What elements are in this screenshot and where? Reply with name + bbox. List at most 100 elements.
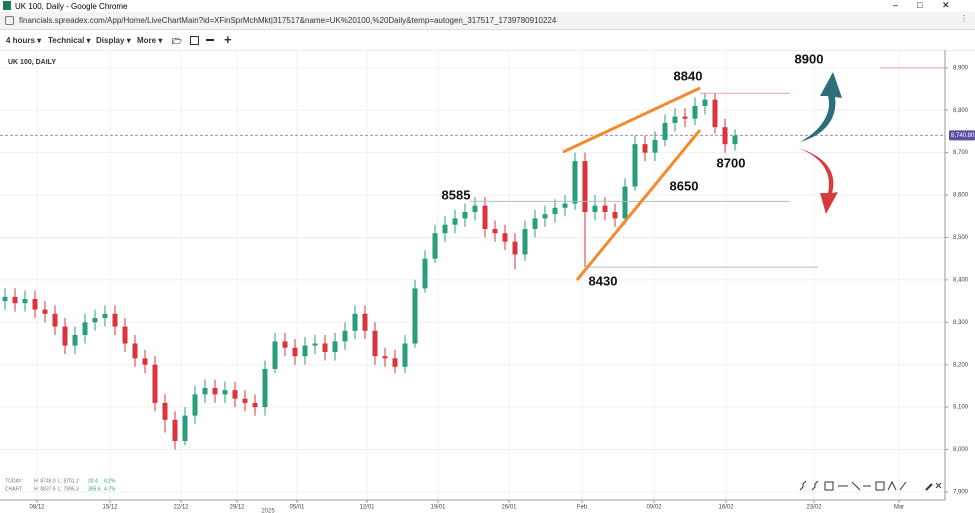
candle-body <box>462 212 468 219</box>
candle-body <box>452 218 458 225</box>
candle-body <box>372 330 378 357</box>
info-today: H: 8746.0 <box>34 478 56 484</box>
candle-body <box>272 341 278 369</box>
y-tick-label: 8,800 <box>953 108 969 114</box>
candle-body <box>682 116 688 119</box>
candle-body <box>532 218 538 229</box>
address-bar: financials.spreadex.com/App/Home/LiveCha… <box>0 12 975 30</box>
chart: UK 100, DAILY 2025 TODAY: H: 8746.0 L: 8… <box>0 50 975 513</box>
level-label: 8585 <box>442 187 471 202</box>
current-price-tag <box>949 130 975 141</box>
info-chart: 4.7% <box>104 486 116 492</box>
y-tick-label: 8,100 <box>953 405 969 411</box>
tool[interactable] <box>824 481 834 491</box>
candle-body <box>52 313 58 327</box>
candle-body <box>132 343 138 359</box>
current-price-label: 8,740.80 <box>951 133 975 139</box>
tool[interactable] <box>925 483 933 491</box>
tool[interactable] <box>935 482 942 489</box>
y-tick-label: 8,200 <box>953 362 969 368</box>
menu-label: 4 hours <box>6 36 35 45</box>
close[interactable]: ✕ <box>942 0 950 10</box>
up-arrow <box>800 72 842 142</box>
candle-body <box>512 241 518 255</box>
candle-body <box>642 144 648 153</box>
candle-body <box>242 398 248 403</box>
menu-label: More <box>137 36 157 45</box>
candle-body <box>722 127 728 145</box>
info-today: 20.4 <box>88 478 98 484</box>
tool[interactable] <box>799 480 807 491</box>
minimize[interactable]: – <box>893 0 899 10</box>
site-info[interactable] <box>5 16 14 25</box>
candle-body <box>302 345 308 357</box>
candle-body <box>142 358 148 365</box>
candle-body <box>182 415 188 442</box>
maximize[interactable]: □ <box>917 0 923 10</box>
tool[interactable] <box>899 481 907 491</box>
tool[interactable] <box>811 480 819 491</box>
candle-body <box>562 203 568 208</box>
candle-body <box>192 394 198 416</box>
x-tick-label: 09/02 <box>646 505 662 511</box>
candle-body <box>432 233 438 259</box>
x-tick-label: 16/02 <box>718 505 734 511</box>
candle-body <box>122 326 128 344</box>
info-chart: L: 7995.3 <box>58 486 79 492</box>
candle-body <box>22 298 28 304</box>
candle-body <box>12 296 18 304</box>
zoom-in[interactable]: + <box>224 32 232 47</box>
candle-body <box>312 343 318 346</box>
more-menu[interactable]: More ▾ <box>137 36 163 45</box>
candle-body <box>582 161 588 213</box>
candle-body <box>292 347 298 357</box>
save-button[interactable] <box>190 36 199 45</box>
technical-menu[interactable]: Technical ▾ <box>48 36 91 45</box>
trendline <box>562 86 701 154</box>
candle-body <box>502 233 508 242</box>
chart-toolbar: 4 hours ▾ Technical ▾ Display ▾ More ▾ 🗁… <box>0 30 975 51</box>
candle-body <box>552 207 558 215</box>
url[interactable]: financials.spreadex.com/App/Home/LiveCha… <box>19 16 557 25</box>
display-menu[interactable]: Display ▾ <box>96 36 131 45</box>
candle-body <box>282 341 288 348</box>
info-chart: H: 8837.6 <box>34 486 56 492</box>
candle-body <box>602 205 608 213</box>
title-bar: UK 100, Daily - Google Chrome – □ ✕ <box>0 0 975 12</box>
candle-body <box>32 298 38 310</box>
info-today: L: 8701.2 <box>58 478 79 484</box>
candle-body <box>232 390 238 399</box>
x-tick-label: Feb <box>577 505 588 511</box>
menu[interactable]: ⋮ <box>960 14 968 23</box>
level-label: 8700 <box>717 155 746 170</box>
candle-body <box>612 212 618 219</box>
tool[interactable] <box>887 480 897 491</box>
candle-body <box>322 343 328 352</box>
candle-body <box>482 205 488 229</box>
candle-body <box>152 364 158 403</box>
open-button[interactable]: 🗁 <box>172 37 182 46</box>
candle-body <box>712 99 718 128</box>
x-tick-label: 26/01 <box>501 505 517 511</box>
x-tick-label: 29/12 <box>229 505 245 511</box>
candle-body <box>542 214 548 219</box>
candle-body <box>402 343 408 367</box>
tool[interactable] <box>875 481 885 491</box>
timeframe-menu[interactable]: 4 hours ▾ <box>6 36 42 45</box>
y-tick-label: 8,900 <box>953 65 969 71</box>
y-tick-label: 8,600 <box>953 193 969 199</box>
candle-body <box>82 322 88 336</box>
candle-body <box>362 313 368 331</box>
y-tick-label: 8,500 <box>953 235 969 241</box>
candle-body <box>252 402 258 408</box>
info-chart: CHART: <box>5 486 23 492</box>
candle-body <box>92 318 98 323</box>
tool[interactable] <box>851 481 861 491</box>
candle-body <box>392 358 398 367</box>
candle-body <box>422 258 428 289</box>
zoom-out[interactable] <box>206 39 214 41</box>
y-tick-label: 8,300 <box>953 320 969 326</box>
candle-body <box>632 144 638 187</box>
candle-body <box>262 368 268 408</box>
window-title: UK 100, Daily - Google Chrome <box>15 2 128 11</box>
